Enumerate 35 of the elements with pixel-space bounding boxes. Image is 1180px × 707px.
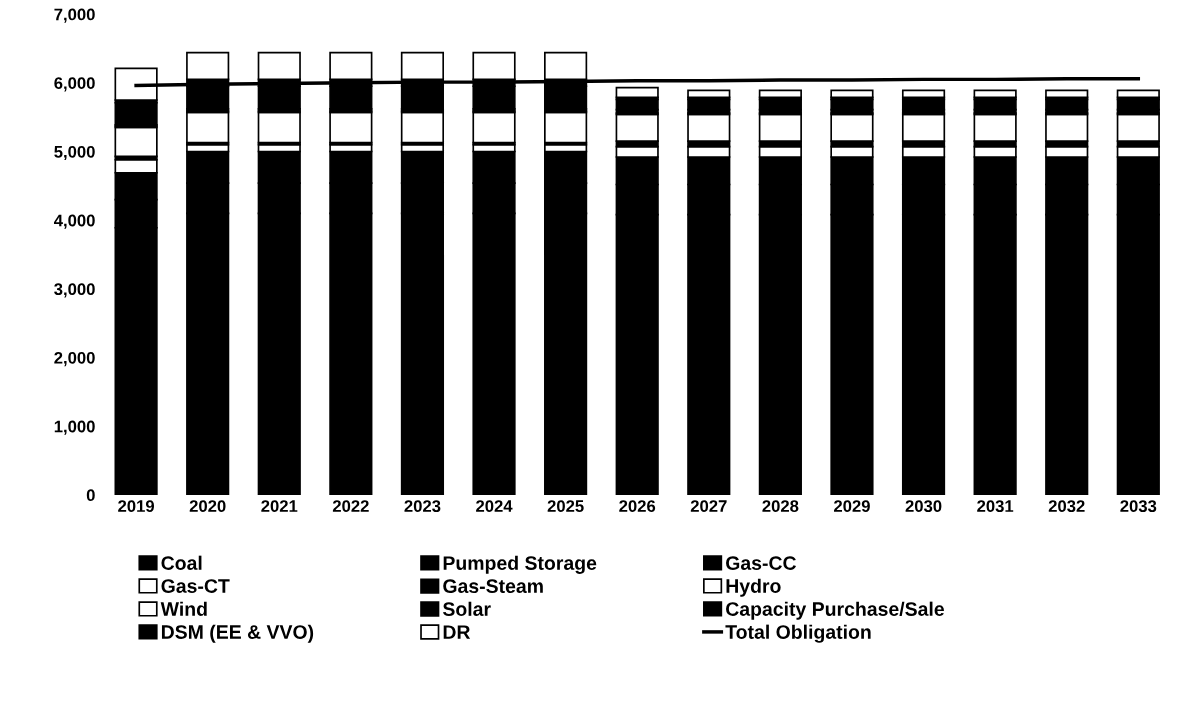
legend-label: Gas-CT [161,579,230,593]
x-tick-label: 2033 [1120,500,1157,513]
legend-label: Hydro [726,578,781,597]
x-tick-label: 2024 [476,500,513,512]
legend-label: Capacity Purchase/Sale [726,601,944,620]
x-tick-label: 2027 [690,500,727,512]
x-tick-label: 2021 [261,500,298,512]
x-tick-label: 2029 [834,500,870,512]
x-tick-label: 2030 [905,500,942,513]
legend-label: Total Obligation [725,624,871,643]
legend-label: Gas-CC [726,556,797,570]
legend-label: Gas-Steam [443,579,543,594]
y-tick-label: 4,000 [53,214,95,229]
x-tick-label: 2022 [332,500,369,512]
y-tick-label: 3,000 [54,283,95,298]
x-tick-label: 2019 [118,500,155,512]
x-tick-label: 2032 [1048,500,1085,513]
y-tick-label: 6,000 [54,77,95,92]
legend-label: Wind [160,601,207,616]
x-tick-label: 2031 [977,500,1014,513]
y-tick-label: 7,000 [54,8,95,23]
legend-label: Coal [161,555,202,570]
x-tick-label: 2023 [404,500,441,513]
legend-label: DSM (EE & VVO) [161,624,314,643]
legend-label: Pumped Storage [443,555,597,574]
x-tick-label: 2025 [547,500,584,512]
x-tick-label: 2026 [619,500,656,512]
y-tick-label: 1,000 [54,420,95,435]
legend-label: DR [443,625,471,639]
x-tick-label: 2028 [762,500,799,512]
y-tick-label: 0 [86,489,95,502]
legend-label: Solar [442,601,491,617]
y-tick-label: 2,000 [54,351,95,367]
y-tick-label: 5,000 [54,145,95,161]
x-tick-label: 2020 [189,500,226,512]
